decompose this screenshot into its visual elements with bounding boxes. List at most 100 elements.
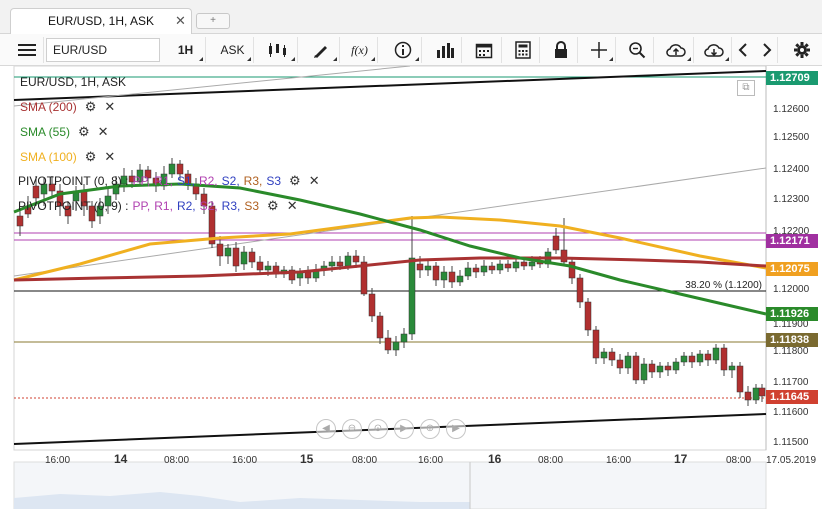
download-button[interactable] (696, 37, 732, 63)
y-tick-label: 1.12600 (773, 104, 810, 115)
close-icon[interactable]: ✕ (175, 13, 186, 28)
price-chart[interactable]: 38.20 % (1.1200) (0, 66, 822, 509)
x-tick-label: 17 (674, 452, 688, 466)
x-tick-label: 16:00 (606, 455, 632, 466)
price-tag: 1.12075 (766, 262, 818, 276)
add-tab-button[interactable]: + (196, 13, 230, 29)
close-icon[interactable]: ✕ (97, 124, 109, 139)
volume-button[interactable] (428, 37, 462, 63)
close-icon[interactable]: ✕ (308, 173, 320, 188)
lock-icon (554, 41, 567, 58)
cloud-download-icon (703, 44, 724, 57)
close-icon[interactable]: ✕ (104, 149, 116, 164)
pivot-legend: PIVOTPOINT (0, 9) : PP, R1, R2, S2, R3, S3 ⚙ ✕ (18, 198, 298, 214)
candle (256, 256, 264, 274)
y-tick-label: 1.11900 (773, 319, 809, 330)
symbol-input[interactable]: EUR/USD (46, 38, 160, 62)
candle (758, 384, 766, 402)
bar-chart-icon (436, 43, 454, 58)
sma-100-line (13, 215, 767, 282)
gear-icon[interactable]: ⚙ (78, 124, 90, 139)
gear-icon[interactable]: ⚙ (267, 198, 279, 213)
zoom-out-icon[interactable]: ⊖ (342, 419, 362, 439)
upload-button[interactable] (658, 37, 694, 63)
gear-icon[interactable]: ⚙ (84, 149, 97, 164)
indicator-label: SMA (55) (20, 125, 71, 139)
candles-icon (268, 43, 286, 57)
lock-button[interactable] (544, 37, 578, 63)
nav-right-end-icon[interactable]: ▶ (394, 419, 414, 439)
gear-icon[interactable]: ⚙ (84, 99, 97, 114)
draw-tool-button[interactable] (302, 37, 340, 63)
indicator-legend: SMA (200) ⚙ ✕ (20, 99, 115, 115)
close-icon[interactable]: ✕ (286, 198, 298, 213)
chevron-right-icon (762, 43, 771, 57)
candle (232, 242, 240, 272)
candle (696, 350, 704, 366)
trendline-thin (13, 66, 411, 107)
pivot-item: R3, (243, 174, 263, 188)
pivot-label: PIVOTPOINT (0, 8) : (18, 174, 129, 188)
candle (408, 216, 416, 340)
nav-left-icon[interactable]: ◀ (316, 419, 336, 439)
chart-area[interactable]: 38.20 % (1.1200) EUR/USD, 1H, ASK SMA (2… (0, 66, 822, 509)
x-tick-label: 14 (114, 452, 128, 466)
timeframe-label: 1H (177, 43, 194, 57)
hamburger-icon (17, 44, 36, 56)
candle (624, 352, 632, 374)
chart-tab[interactable]: EUR/USD, 1H, ASK ✕ (10, 8, 192, 34)
candle (672, 358, 680, 374)
zoom-button[interactable] (620, 37, 654, 63)
calculator-button[interactable] (506, 37, 540, 63)
candle (248, 248, 256, 268)
trendline-upper (13, 70, 767, 101)
candle (288, 266, 296, 284)
maximize-icon[interactable]: ⧉ (737, 80, 755, 96)
crosshair-button[interactable] (582, 37, 616, 63)
pivot-item: PP, (132, 174, 151, 188)
indicators-button[interactable]: f(x) (342, 37, 378, 63)
pivot-item: R1, (154, 174, 173, 188)
x-tick-label: 08:00 (538, 455, 564, 466)
gear-icon[interactable]: ⚙ (289, 173, 301, 188)
pivot-item: S3 (266, 174, 282, 188)
pivot-item: S3 (244, 199, 260, 213)
plot-frame (13, 66, 767, 451)
settings-button[interactable] (788, 37, 816, 63)
candle (32, 176, 40, 206)
chart-title: EUR/USD, 1H, ASK (20, 75, 127, 89)
candle (16, 211, 24, 236)
reset-icon[interactable]: ⊙ (368, 419, 388, 439)
price-side-select[interactable]: ASK (212, 37, 254, 63)
candle (472, 264, 480, 278)
info-button[interactable] (384, 37, 422, 63)
x-tick-label: 08:00 (726, 455, 752, 466)
chart-type-button[interactable] (258, 37, 298, 63)
calendar-button[interactable] (466, 37, 502, 63)
x-tick-label: 08:00 (352, 455, 378, 466)
candle (704, 350, 712, 366)
indicator-label: SMA (200) (20, 100, 77, 114)
menu-button[interactable] (10, 37, 44, 63)
info-icon (394, 41, 411, 59)
candle (632, 352, 640, 384)
scroll-right-button[interactable] (756, 37, 778, 63)
zoom-in-icon[interactable]: ⊕ (420, 419, 440, 439)
x-tick-label: 16:00 (232, 455, 258, 466)
y-tick-label: 1.12200 (773, 226, 810, 237)
candle (592, 326, 600, 364)
pivot-item: R2, (176, 199, 196, 213)
close-icon[interactable]: ✕ (104, 99, 116, 114)
candle (720, 344, 728, 376)
y-tick-label: 1.11700 (773, 377, 809, 388)
y-tick-label: 1.12400 (773, 164, 810, 175)
indicator-legend: SMA (100) ⚙ ✕ (20, 149, 115, 165)
timeframe-select[interactable]: 1H (166, 37, 206, 63)
candle (376, 312, 384, 344)
scroll-left-button[interactable] (732, 37, 754, 63)
candle (640, 358, 648, 384)
nav-right-icon[interactable]: ▶ (446, 419, 466, 439)
candle (736, 362, 744, 398)
x-tick-label: 16 (488, 452, 502, 466)
sma-200-line (13, 256, 767, 282)
